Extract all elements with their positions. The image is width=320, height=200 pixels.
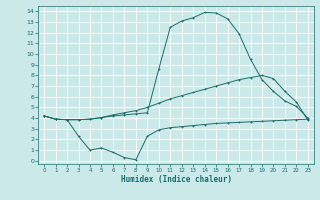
X-axis label: Humidex (Indice chaleur): Humidex (Indice chaleur) [121, 175, 231, 184]
